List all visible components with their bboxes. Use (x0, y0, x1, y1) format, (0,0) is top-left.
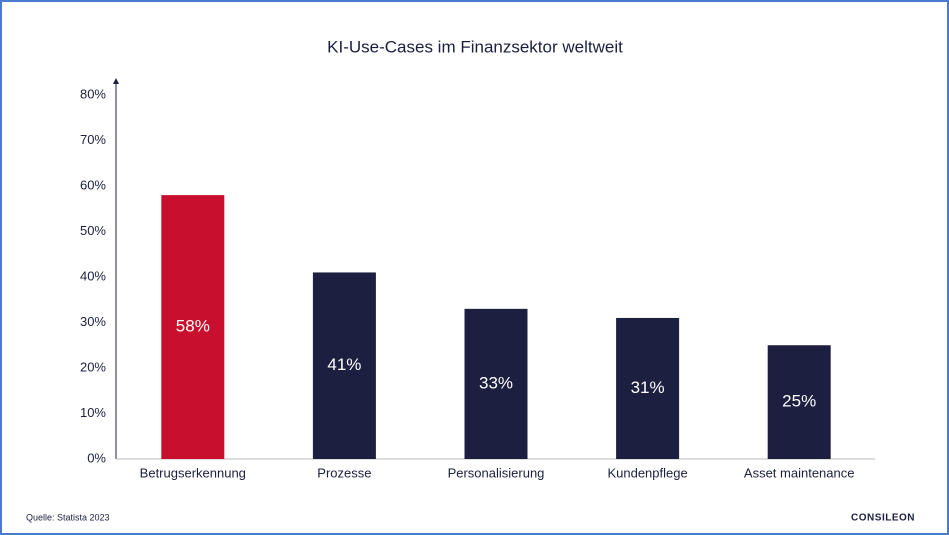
y-tick-label: 20% (80, 359, 106, 374)
y-tick-label: 30% (80, 314, 106, 329)
data-label: 41% (327, 355, 361, 374)
axis-arrow (113, 78, 119, 84)
y-tick-label: 10% (80, 405, 106, 420)
bar (616, 317, 680, 459)
x-tick-label: Prozesse (317, 465, 371, 480)
data-label: 33% (479, 373, 513, 392)
data-label: 58% (176, 317, 210, 336)
y-tick-label: 50% (80, 223, 106, 238)
bar (767, 345, 831, 459)
bar (312, 272, 376, 459)
data-label: 25% (782, 392, 816, 411)
logo: CONSILEON (851, 513, 915, 524)
x-tick-label: Kundenpflege (607, 465, 687, 480)
source: Quelle: Statista 2023 (26, 512, 110, 522)
data-label: 31% (631, 378, 665, 397)
bar (161, 195, 225, 459)
x-tick-label: Personalisierung (448, 465, 545, 480)
y-tick-label: 40% (80, 268, 106, 283)
bar (464, 308, 528, 459)
chart-title: KI-Use-Cases im Finanzsektor weltweit (327, 37, 623, 56)
y-tick-label: 80% (80, 86, 106, 101)
x-tick-label: Betrugserkennung (140, 465, 246, 480)
x-tick-label: Asset maintenance (744, 465, 855, 480)
y-tick-label: 0% (87, 450, 106, 465)
y-tick-label: 70% (80, 132, 106, 147)
y-tick-label: 60% (80, 177, 106, 192)
